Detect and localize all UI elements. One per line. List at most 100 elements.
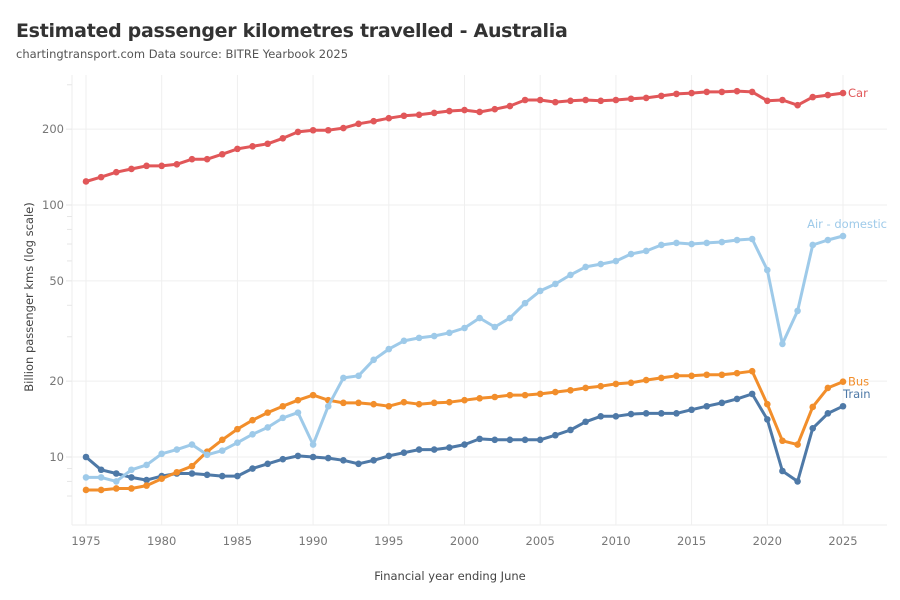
data-point-car[interactable] xyxy=(794,101,801,109)
data-point-air-domestic[interactable] xyxy=(824,236,832,244)
data-point-car[interactable] xyxy=(415,111,423,119)
data-point-car[interactable] xyxy=(642,94,650,102)
data-point-air-domestic[interactable] xyxy=(839,232,847,240)
data-point-train[interactable] xyxy=(673,410,680,417)
data-point-train[interactable] xyxy=(703,402,711,410)
data-point-train[interactable] xyxy=(112,470,120,477)
data-point-bus[interactable] xyxy=(612,380,620,388)
data-point-air-domestic[interactable] xyxy=(370,356,377,364)
data-point-train[interactable] xyxy=(128,474,135,481)
data-point-train[interactable] xyxy=(612,413,620,420)
data-point-air-domestic[interactable] xyxy=(764,266,771,274)
data-point-car[interactable] xyxy=(370,117,377,125)
data-point-train[interactable] xyxy=(642,410,650,417)
data-point-bus[interactable] xyxy=(779,437,786,445)
data-point-car[interactable] xyxy=(824,91,832,99)
data-point-bus[interactable] xyxy=(521,391,529,399)
data-point-bus[interactable] xyxy=(567,386,574,394)
data-point-car[interactable] xyxy=(249,142,256,150)
data-point-air-domestic[interactable] xyxy=(794,307,801,315)
data-point-car[interactable] xyxy=(521,96,529,104)
data-point-train[interactable] xyxy=(234,472,241,480)
data-point-car[interactable] xyxy=(279,134,287,142)
data-point-train[interactable] xyxy=(400,449,408,457)
data-point-car[interactable] xyxy=(203,155,211,163)
data-point-air-domestic[interactable] xyxy=(552,280,559,288)
data-point-bus[interactable] xyxy=(627,379,635,387)
data-point-air-domestic[interactable] xyxy=(430,332,438,340)
data-point-train[interactable] xyxy=(324,454,332,462)
data-point-car[interactable] xyxy=(218,150,226,158)
data-point-train[interactable] xyxy=(688,406,695,414)
data-point-air-domestic[interactable] xyxy=(218,447,226,454)
data-point-air-domestic[interactable] xyxy=(264,424,271,431)
data-point-bus[interactable] xyxy=(733,369,741,377)
data-point-air-domestic[interactable] xyxy=(294,409,302,416)
data-point-bus[interactable] xyxy=(249,416,256,424)
data-point-air-domestic[interactable] xyxy=(809,241,817,249)
data-point-car[interactable] xyxy=(112,168,120,176)
data-point-air-domestic[interactable] xyxy=(234,439,241,446)
data-point-car[interactable] xyxy=(385,114,393,122)
data-point-bus[interactable] xyxy=(491,393,499,401)
data-point-bus[interactable] xyxy=(673,372,680,380)
data-point-bus[interactable] xyxy=(536,390,544,398)
data-point-train[interactable] xyxy=(764,416,771,423)
data-point-train[interactable] xyxy=(188,470,196,477)
data-point-air-domestic[interactable] xyxy=(733,236,741,244)
data-point-air-domestic[interactable] xyxy=(128,466,135,474)
data-point-car[interactable] xyxy=(612,96,620,104)
data-point-car[interactable] xyxy=(476,108,483,116)
data-point-bus[interactable] xyxy=(824,384,832,392)
data-point-train[interactable] xyxy=(658,410,665,417)
data-point-air-domestic[interactable] xyxy=(355,372,362,380)
data-point-car[interactable] xyxy=(143,162,150,170)
data-point-car[interactable] xyxy=(536,96,544,104)
data-point-train[interactable] xyxy=(718,399,726,407)
data-point-bus[interactable] xyxy=(582,384,589,392)
data-point-air-domestic[interactable] xyxy=(385,345,393,353)
data-point-car[interactable] xyxy=(627,95,635,103)
data-point-air-domestic[interactable] xyxy=(521,299,529,307)
data-point-air-domestic[interactable] xyxy=(673,239,680,247)
data-point-car[interactable] xyxy=(552,98,559,106)
data-point-air-domestic[interactable] xyxy=(249,431,256,438)
data-point-air-domestic[interactable] xyxy=(476,314,483,322)
data-point-train[interactable] xyxy=(97,466,105,474)
data-point-car[interactable] xyxy=(703,88,711,96)
data-point-train[interactable] xyxy=(536,436,544,444)
data-point-train[interactable] xyxy=(794,478,801,485)
data-point-car[interactable] xyxy=(673,90,680,98)
data-point-bus[interactable] xyxy=(794,441,801,448)
data-point-air-domestic[interactable] xyxy=(82,474,90,481)
data-point-train[interactable] xyxy=(82,453,90,461)
data-point-bus[interactable] xyxy=(430,399,438,407)
data-point-air-domestic[interactable] xyxy=(415,334,423,342)
data-point-air-domestic[interactable] xyxy=(536,287,544,295)
data-point-train[interactable] xyxy=(415,446,423,453)
data-point-train[interactable] xyxy=(491,436,499,444)
data-point-bus[interactable] xyxy=(839,378,847,385)
data-point-car[interactable] xyxy=(158,162,165,170)
data-point-train[interactable] xyxy=(582,418,589,426)
data-point-bus[interactable] xyxy=(340,399,347,407)
data-point-bus[interactable] xyxy=(461,396,468,404)
data-point-car[interactable] xyxy=(294,128,302,136)
data-point-air-domestic[interactable] xyxy=(173,446,181,453)
data-point-car[interactable] xyxy=(718,88,726,96)
data-point-bus[interactable] xyxy=(128,485,135,492)
data-point-car[interactable] xyxy=(597,97,605,105)
data-point-bus[interactable] xyxy=(718,371,726,379)
data-point-car[interactable] xyxy=(748,88,756,96)
data-point-bus[interactable] xyxy=(218,436,226,444)
data-point-bus[interactable] xyxy=(234,425,241,433)
data-point-bus[interactable] xyxy=(552,388,559,396)
data-point-air-domestic[interactable] xyxy=(642,247,650,255)
data-point-air-domestic[interactable] xyxy=(718,238,726,246)
data-point-bus[interactable] xyxy=(764,400,771,408)
data-point-air-domestic[interactable] xyxy=(461,324,468,332)
data-point-bus[interactable] xyxy=(97,486,105,494)
data-point-train[interactable] xyxy=(627,410,635,418)
data-point-air-domestic[interactable] xyxy=(324,402,332,410)
data-point-bus[interactable] xyxy=(400,398,408,406)
